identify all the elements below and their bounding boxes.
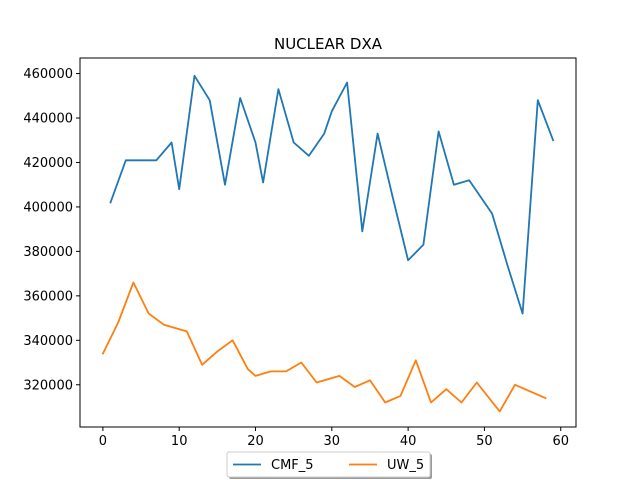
x-tick-label: 60 [552,434,569,449]
y-tick-label: 320000 [23,378,73,393]
x-tick-label: 10 [171,434,188,449]
y-tick-label: 420000 [23,156,73,171]
y-tick-label: 440000 [23,112,73,127]
legend-label: UW_5 [387,458,424,473]
y-tick-label: 400000 [23,200,73,215]
x-tick-label: 40 [400,434,417,449]
chart-title: NUCLEAR DXA [274,35,383,53]
x-tick-label: 50 [476,434,493,449]
legend-label: CMF_5 [271,458,314,473]
y-tick-label: 460000 [23,67,73,82]
x-axis: 0 10 20 30 40 50 60 [99,427,569,449]
y-tick-label: 380000 [23,245,73,260]
y-axis: 320000 340000 360000 380000 400000 420000 4400… [23,67,80,393]
x-tick-label: 0 [99,434,107,449]
y-tick-label: 340000 [23,334,73,349]
legend-box [226,451,431,478]
axes-frame [79,57,577,428]
x-tick-label: 30 [324,434,341,449]
x-tick-label: 20 [247,434,264,449]
plot-area [101,74,555,413]
series-line-uw-5 [101,281,547,413]
series-line-cmf-5 [109,74,555,315]
legend: CMF_5 UW_5 [226,451,432,479]
y-tick-label: 360000 [23,289,73,304]
